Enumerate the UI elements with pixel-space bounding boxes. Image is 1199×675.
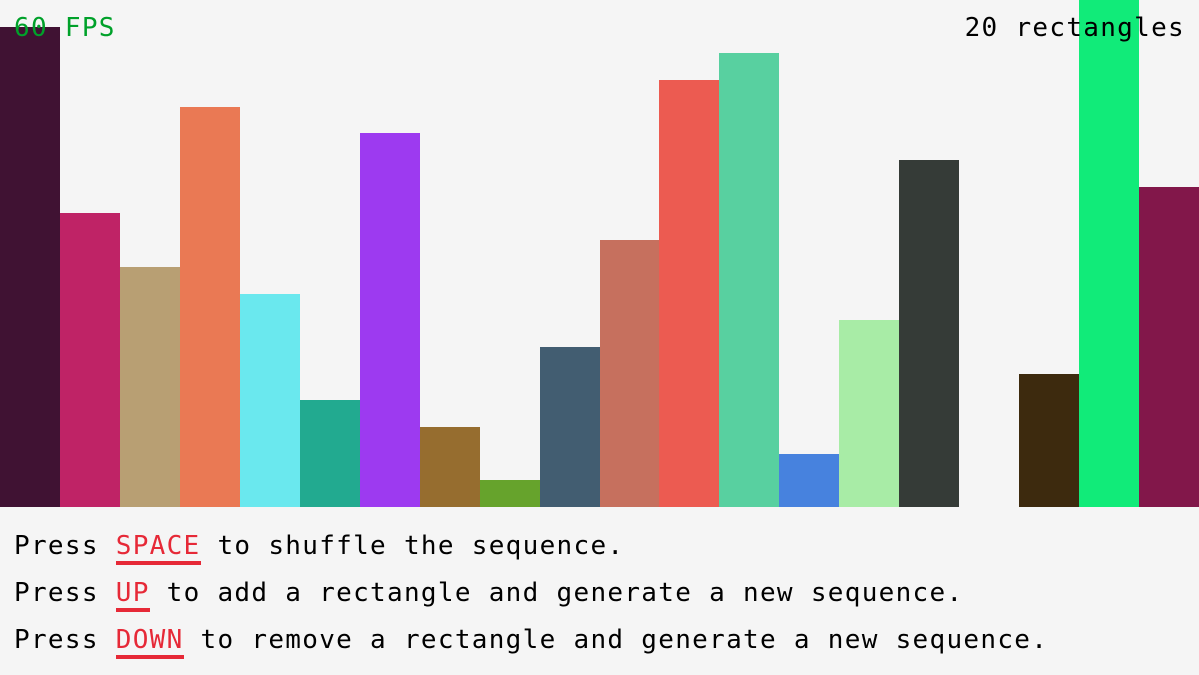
instruction-down: Press DOWN to remove a rectangle and gen… — [14, 624, 1049, 659]
rectangle-bar — [240, 294, 300, 507]
rectangle-count: 20 rectangles — [964, 13, 1185, 43]
rectangle-bar — [420, 427, 480, 507]
rectangle-bar — [779, 454, 839, 507]
instruction-prefix: Press — [14, 578, 116, 608]
rectangle-bar — [839, 320, 899, 507]
rectangle-sequence — [0, 0, 1199, 507]
rectangle-bar — [120, 267, 180, 507]
rectangle-bar — [60, 213, 120, 507]
key-space: SPACE — [115, 531, 201, 565]
instruction-up: Press UP to add a rectangle and generate… — [14, 577, 964, 612]
instruction-suffix: to remove a rectangle and generate a new… — [183, 625, 1049, 655]
rectangle-bar — [300, 400, 360, 507]
fps-counter: 60 FPS — [14, 13, 116, 43]
rectangle-bar — [1019, 374, 1079, 507]
rectangle-bar — [480, 480, 540, 507]
instruction-suffix: to shuffle the sequence. — [200, 531, 625, 561]
rectangle-bar — [899, 160, 959, 507]
instruction-suffix: to add a rectangle and generate a new se… — [149, 578, 964, 608]
rectangle-bar — [540, 347, 600, 507]
rectangle-bar — [1139, 187, 1199, 507]
instruction-prefix: Press — [14, 531, 116, 561]
rectangle-bar — [180, 107, 240, 507]
key-up: UP — [115, 578, 150, 612]
rectangle-bar — [659, 80, 719, 507]
rectangle-bar — [360, 133, 420, 507]
rectangle-bar — [600, 240, 659, 507]
instruction-space: Press SPACE to shuffle the sequence. — [14, 530, 625, 565]
rectangle-bar — [0, 27, 60, 507]
key-down: DOWN — [115, 625, 184, 659]
rectangle-bar — [719, 53, 779, 507]
rectangle-bar — [1079, 0, 1139, 507]
instruction-prefix: Press — [14, 625, 116, 655]
